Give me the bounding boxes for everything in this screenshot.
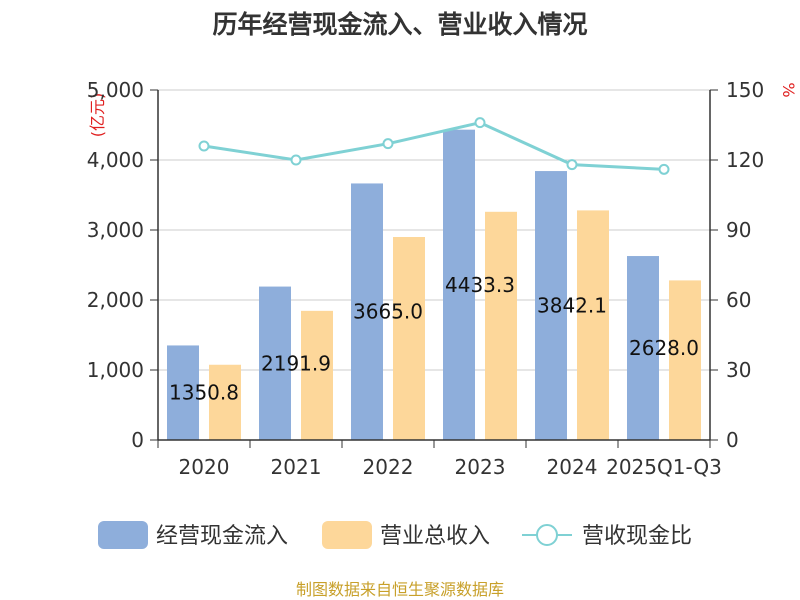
bar-revenue[interactable] [209,364,241,440]
bar-cash-inflow[interactable] [627,256,659,440]
legend-label-cash-inflow: 经营现金流入 [156,524,288,549]
ratio-point[interactable] [474,117,486,129]
bar-cash-inflow[interactable] [443,129,475,440]
data-label: 4433.3 [445,273,515,297]
left-axis: 0 1,000 2,000 3,000 4,000 5,000 [87,78,159,452]
bar-revenue[interactable] [393,237,425,440]
bar-revenue[interactable] [301,310,333,440]
legend-label-ratio: 营收现金比 [582,524,692,549]
right-tick-label: 0 [726,428,739,452]
x-tick-label: 2025Q1-Q3 [606,455,722,479]
data-label: 2191.9 [261,351,331,375]
ratio-point[interactable] [566,159,578,171]
x-tick-label: 2020 [179,455,230,479]
x-tick-label: 2022 [363,455,414,479]
data-label: 2628.0 [629,336,699,360]
ratio-point[interactable] [382,138,394,150]
data-label: 3665.0 [353,300,423,324]
right-tick-label: 60 [726,288,751,312]
ratio-point[interactable] [198,140,210,152]
x-tick-label: 2024 [547,455,598,479]
right-axis-unit: % [779,82,798,97]
bar-cash-inflow[interactable] [535,171,567,441]
legend-swatch-cash-inflow [98,521,148,549]
legend: 经营现金流入 营业总收入 营收现金比 [98,521,692,549]
legend-label-revenue: 营业总收入 [380,524,490,549]
left-tick-label: 1,000 [87,358,144,382]
legend-item-ratio[interactable]: 营收现金比 [522,524,692,549]
bar-revenue[interactable] [485,211,517,440]
left-tick-label: 3,000 [87,218,144,242]
x-axis: 2020 2021 2022 2023 2024 2025Q1-Q3 [157,439,722,479]
x-tick-label: 2021 [271,455,322,479]
right-axis: 0 30 60 90 120 150 [709,78,764,452]
bar-cash-inflow[interactable] [351,183,383,440]
bar-revenue[interactable] [577,210,609,440]
bar-cash-inflow[interactable] [167,345,199,440]
left-tick-label: 0 [131,428,144,452]
x-tick-label: 2023 [455,455,506,479]
left-tick-label: 2,000 [87,288,144,312]
left-axis-unit: (亿元) [88,93,107,138]
bar-revenue[interactable] [669,280,701,440]
right-tick-label: 120 [726,148,764,172]
legend-swatch-revenue [322,521,372,549]
ratio-line-path [203,121,665,171]
grid-lines [158,89,710,371]
legend-item-revenue[interactable]: 营业总收入 [322,521,490,549]
chart-title: 历年经营现金流入、营业收入情况 [212,10,587,39]
data-label: 1350.8 [169,381,239,405]
ratio-line [198,117,670,175]
ratio-point[interactable] [658,163,670,175]
bar-cash-inflow[interactable] [259,286,291,440]
data-labels: 1350.8 2191.9 3665.0 4433.3 3842.1 2628.0 [169,273,699,405]
ratio-point[interactable] [290,154,302,166]
bars [167,129,701,441]
right-tick-label: 30 [726,358,751,382]
right-tick-label: 90 [726,218,751,242]
data-label: 3842.1 [537,294,607,318]
source-note: 制图数据来自恒生聚源数据库 [296,580,504,599]
right-tick-label: 150 [726,78,764,102]
legend-marker-ratio [536,524,558,546]
left-tick-label: 5,000 [87,78,144,102]
legend-item-cash-inflow[interactable]: 经营现金流入 [98,521,288,549]
left-tick-label: 4,000 [87,148,144,172]
